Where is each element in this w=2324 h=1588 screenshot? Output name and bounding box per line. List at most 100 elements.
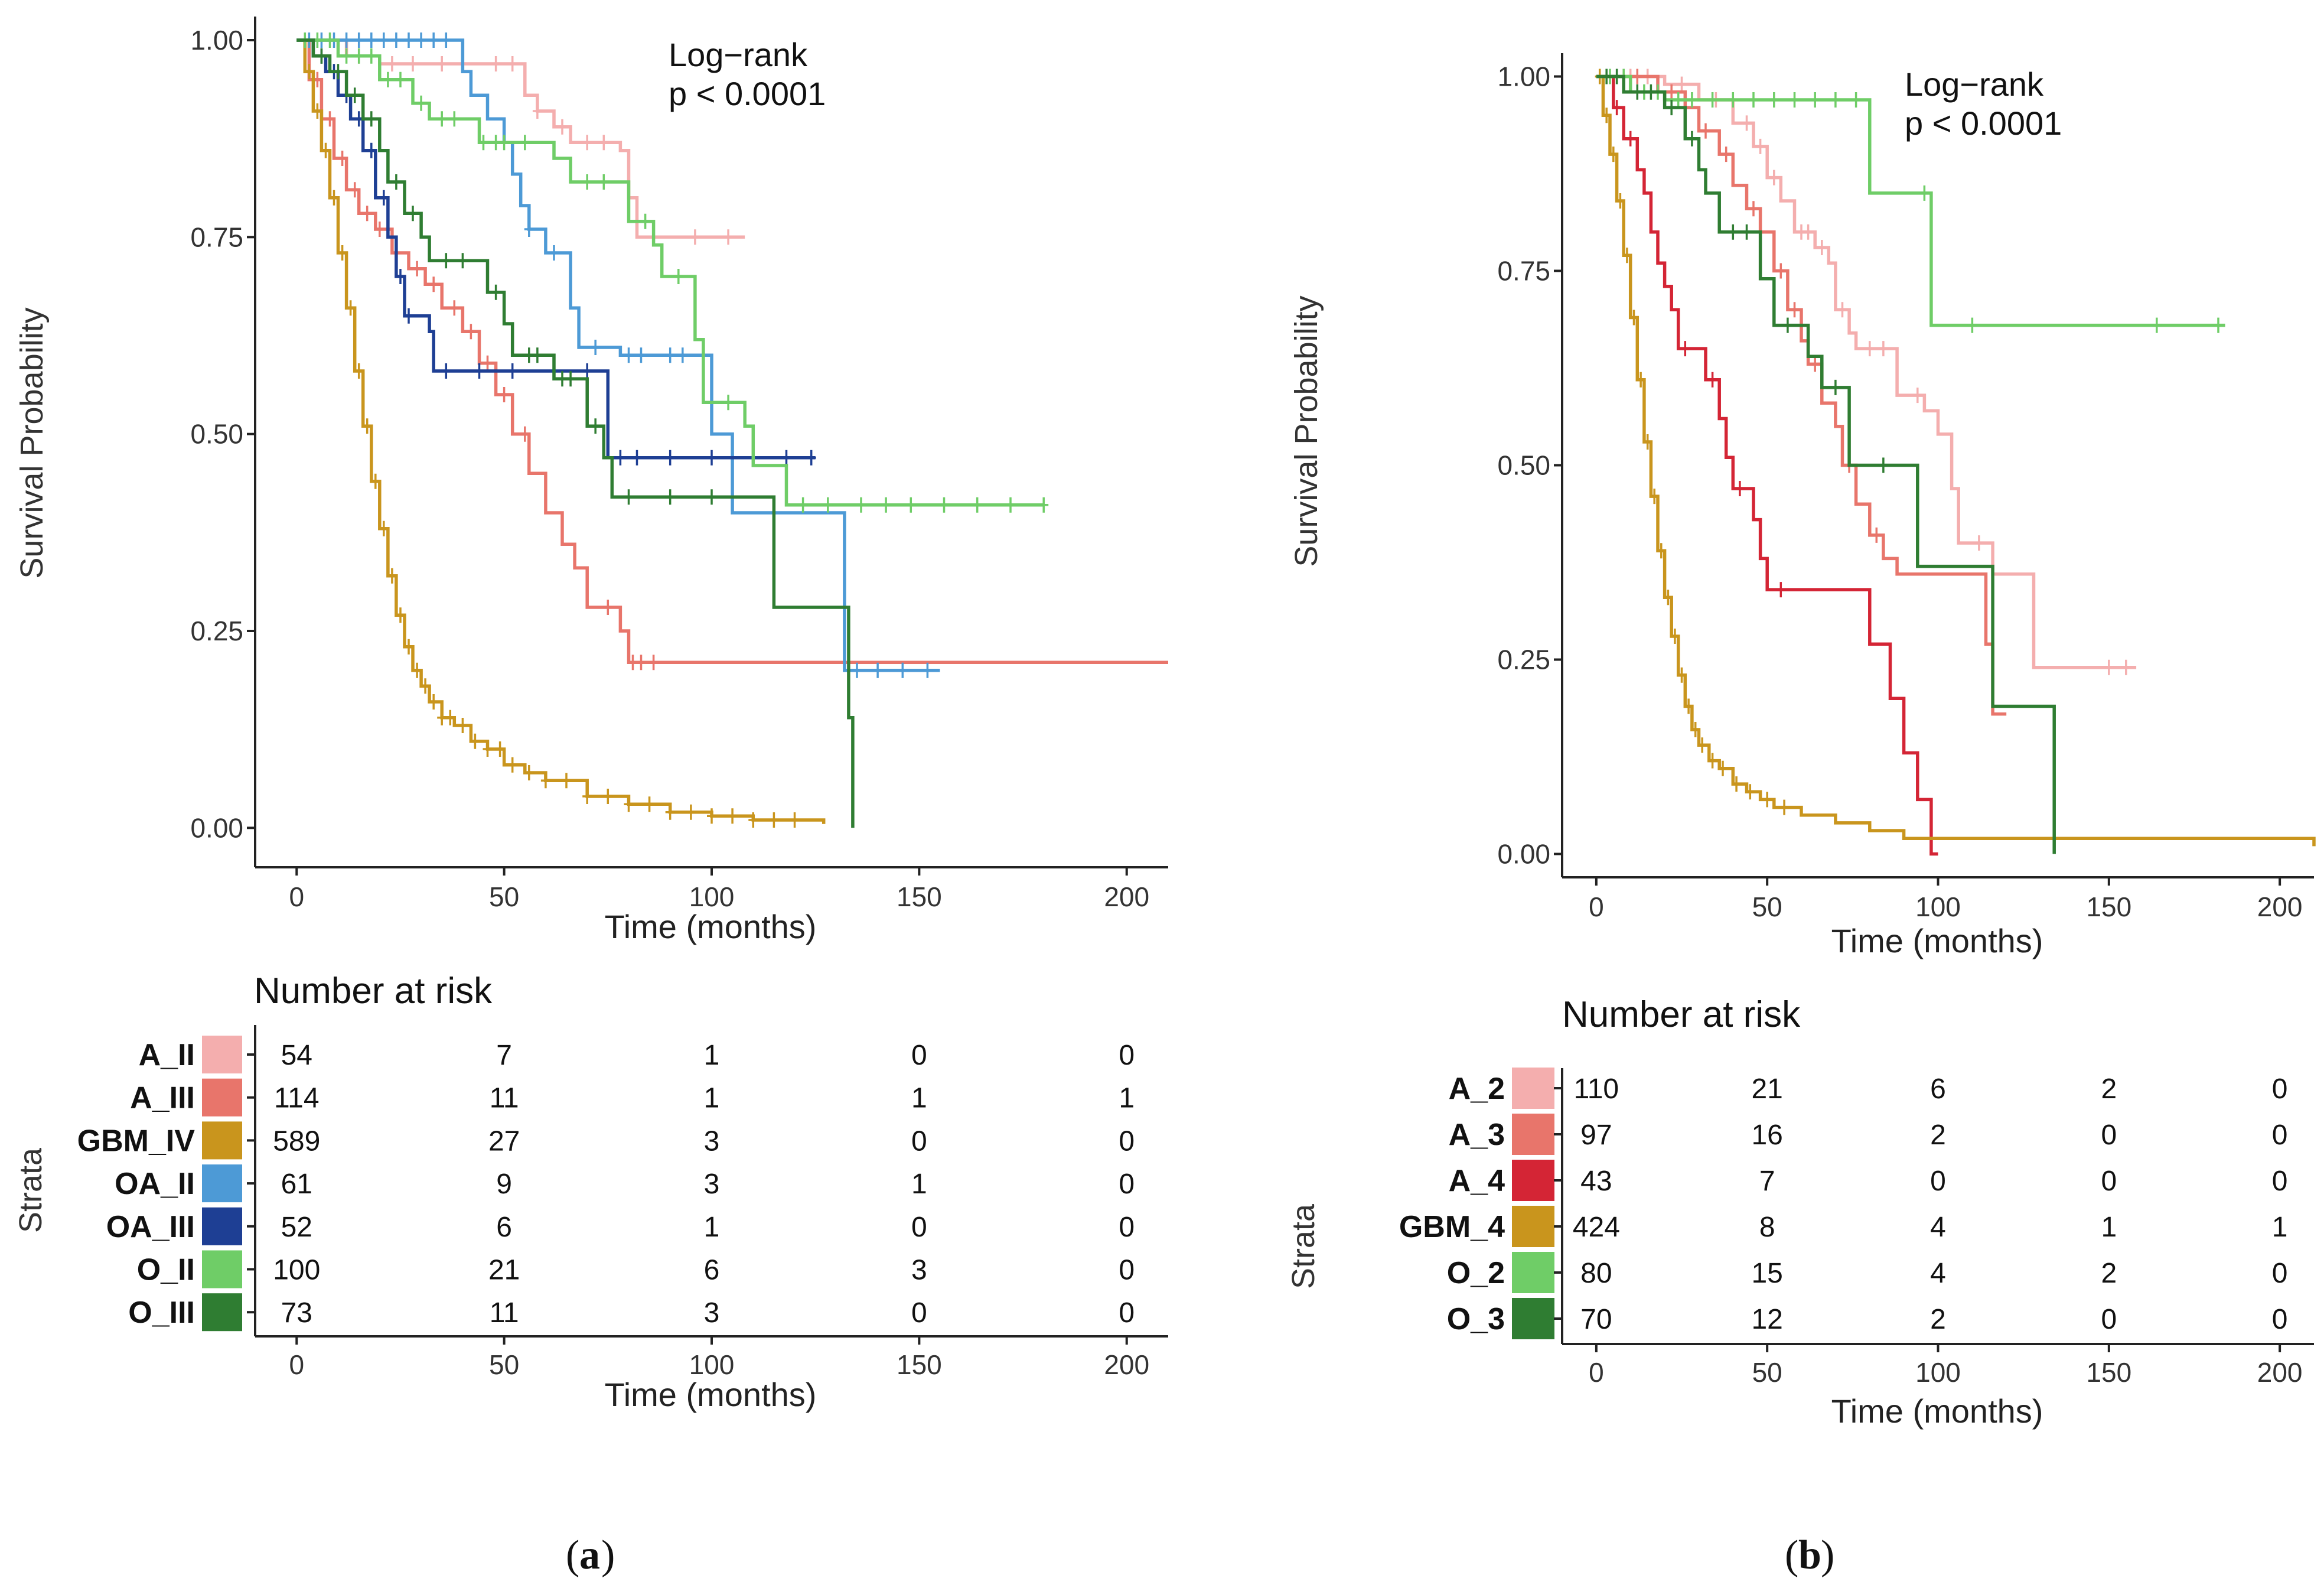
- censor-mark-a-iii: [374, 222, 384, 237]
- risk-row-label-a-ii: A_II: [139, 1038, 195, 1072]
- risk-count: 1: [2272, 1212, 2288, 1243]
- censor-mark-a-iii: [350, 182, 360, 198]
- censor-mark-gbm-iv: [707, 808, 716, 824]
- risk-x-tick-label: 50: [1752, 1357, 1782, 1388]
- censor-mark-o-2: [1790, 92, 1800, 108]
- censor-mark-gbm-iv: [396, 607, 405, 623]
- censor-mark-o-2: [1769, 92, 1779, 108]
- y-tick-label: 0.25: [1497, 645, 1550, 675]
- censor-mark-o-2: [1810, 92, 1820, 108]
- risk-count: 1: [911, 1169, 927, 1200]
- censor-mark-a-4: [1707, 372, 1717, 388]
- censor-mark-gbm-4: [1642, 434, 1652, 450]
- censor-mark-o-ii: [325, 32, 335, 48]
- risk-row-swatch-a-iii: [202, 1078, 242, 1117]
- censor-mark-o-2: [2214, 317, 2223, 333]
- censor-mark-a-iii: [362, 206, 372, 222]
- censor-mark-a-2: [1677, 76, 1687, 92]
- censor-mark-gbm-4: [1707, 753, 1717, 769]
- censor-mark-o-ii: [366, 48, 376, 64]
- censor-mark-a-2: [1974, 535, 1984, 551]
- curve-o-2: [1596, 74, 2225, 327]
- censor-mark-o-iii: [441, 253, 451, 269]
- risk-count: 21: [488, 1255, 520, 1286]
- risk-count: 0: [1119, 1255, 1135, 1286]
- censor-mark-o-ii: [491, 135, 501, 151]
- panel-b-km-plot: Log−rank p < 0.0001 0.00 0.25 0.50 0.75 1.00…: [1289, 53, 2316, 959]
- censor-mark-o-2: [1673, 92, 1683, 108]
- y-tick-label: 0.75: [1497, 255, 1550, 286]
- censor-mark-oa-iii: [441, 363, 451, 379]
- risk-row-label-oa-iii: OA_III: [106, 1210, 195, 1244]
- censor-mark-a-4: [1625, 131, 1635, 147]
- risk-x-tick-label: 150: [2086, 1357, 2131, 1388]
- censor-mark-a-iii: [466, 324, 476, 340]
- risk-count: 21: [1751, 1073, 1782, 1105]
- censor-mark-gbm-4: [1690, 722, 1700, 737]
- panel-b-risk-axes: 0 50 100 150 200: [1554, 1068, 2314, 1388]
- risk-count: 0: [2272, 1258, 2288, 1289]
- censor-mark-oa-iii: [404, 308, 413, 324]
- censor-mark-o-ii: [520, 135, 530, 151]
- risk-row-swatch-o-2: [1512, 1252, 1554, 1293]
- risk-count: 7: [1759, 1166, 1775, 1197]
- risk-row-swatch-gbm-iv: [202, 1121, 242, 1160]
- risk-row-label-o-3: O_3: [1447, 1302, 1505, 1336]
- censor-mark-o-ii: [478, 135, 488, 151]
- censor-mark-a-4: [1680, 341, 1690, 357]
- panel-a-curves: [296, 32, 1168, 828]
- censor-mark-oa-ii: [429, 32, 439, 48]
- panel-a-risk-table: Number at risk Strata A_II 54 7 1 0 0A_III 114…: [13, 971, 1168, 1413]
- panel-a-strata-label: Strata: [13, 1147, 48, 1233]
- panel-b-risk-x-axis-label: Time (months): [1831, 1392, 2043, 1430]
- panel-b-logrank-pvalue: p < 0.0001: [1905, 105, 2062, 142]
- censor-mark-a-4: [1612, 100, 1622, 116]
- risk-count: 1: [704, 1083, 720, 1114]
- censor-mark-gbm-4: [1656, 543, 1666, 559]
- censor-mark-gbm-4: [1732, 776, 1742, 792]
- censor-mark-o-ii: [798, 497, 808, 513]
- censor-mark-gbm-iv: [321, 142, 331, 158]
- censor-mark-o-ii: [354, 48, 364, 64]
- censor-mark-o-2: [1919, 185, 1929, 201]
- risk-count: 52: [281, 1212, 312, 1243]
- censor-mark-o-3: [1687, 131, 1697, 147]
- risk-count: 0: [911, 1297, 927, 1329]
- censor-mark-oa-iii: [781, 450, 791, 466]
- censor-mark-oa-ii: [852, 662, 862, 678]
- y-tick-label: 0.00: [1497, 839, 1550, 870]
- censor-mark-oa-ii: [665, 347, 675, 363]
- censor-mark-oa-ii: [677, 347, 687, 363]
- risk-count: 2: [2101, 1258, 2117, 1289]
- risk-row-label-o-ii: O_II: [137, 1253, 195, 1287]
- risk-row-swatch-oa-iii: [202, 1207, 242, 1245]
- censor-mark-gbm-iv: [483, 741, 493, 757]
- risk-x-tick-label: 0: [1589, 1357, 1604, 1388]
- censor-mark-a-2: [1837, 302, 1847, 318]
- risk-count: 61: [281, 1169, 312, 1200]
- risk-x-tick-label: 100: [1915, 1357, 1961, 1388]
- censor-mark-oa-ii: [636, 347, 646, 363]
- censor-mark-a-3: [1701, 123, 1710, 139]
- censor-mark-o-2: [1830, 92, 1840, 108]
- risk-row-label-gbm-4: GBM_4: [1399, 1210, 1505, 1244]
- risk-count: 8: [1759, 1212, 1775, 1243]
- censor-mark-gbm-iv: [507, 757, 517, 773]
- censor-mark-o-iii: [591, 418, 601, 434]
- censor-mark-a-2: [1865, 341, 1875, 357]
- censor-mark-a-ii: [582, 135, 592, 151]
- x-tick-label: 200: [2257, 891, 2303, 922]
- risk-count: 2: [1930, 1304, 1946, 1335]
- censor-mark-gbm-iv: [429, 694, 439, 710]
- curve-a-iii: [296, 38, 1168, 665]
- censor-mark-gbm-iv: [470, 733, 480, 749]
- risk-row-label-gbm-iv: GBM_IV: [77, 1124, 195, 1158]
- censor-mark-a-iii: [483, 355, 493, 371]
- risk-count: 11: [490, 1083, 519, 1114]
- censor-mark-o-ii: [939, 497, 949, 513]
- risk-x-tick-label: 150: [897, 1349, 942, 1380]
- censor-mark-oa-ii: [341, 32, 351, 48]
- censor-mark-gbm-4: [1762, 792, 1772, 808]
- censor-mark-o-2: [2152, 317, 2162, 333]
